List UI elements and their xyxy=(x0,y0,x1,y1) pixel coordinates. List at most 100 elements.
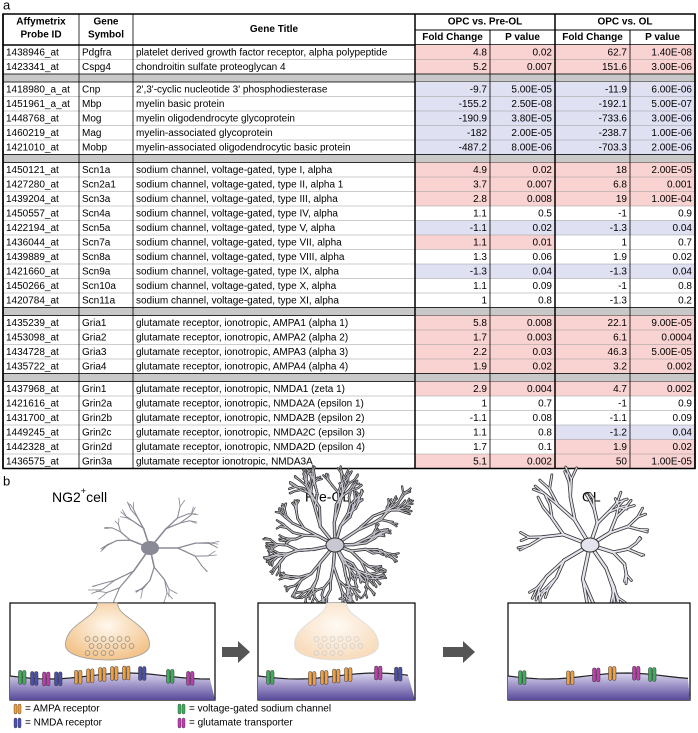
process xyxy=(286,527,294,534)
cell: 8.00E-06 xyxy=(511,142,552,153)
cell: -703.3 xyxy=(599,142,628,153)
process xyxy=(351,484,356,491)
cell: 1421616_at xyxy=(6,398,59,409)
process xyxy=(352,481,356,486)
process xyxy=(282,510,286,518)
process xyxy=(354,480,358,486)
cell: myelin oligodendrocyte glycoprotein xyxy=(136,113,295,124)
cell: 1448768_at xyxy=(6,113,59,124)
cell: 1.9 xyxy=(613,442,627,453)
process xyxy=(398,509,406,513)
process xyxy=(618,504,629,509)
cell: 6.8 xyxy=(613,179,627,190)
process xyxy=(345,476,349,483)
process xyxy=(316,478,323,481)
process xyxy=(349,574,351,582)
cell: 2.9 xyxy=(473,384,487,395)
process xyxy=(401,486,404,494)
process xyxy=(519,544,530,551)
group-separator xyxy=(2,154,696,163)
cell-highlight xyxy=(415,191,555,206)
process xyxy=(180,520,191,524)
diagram: NG2+cell Pre-OL OL = AMPA receptor= volt… xyxy=(9,464,691,729)
process xyxy=(342,561,357,571)
process xyxy=(281,505,284,512)
process xyxy=(179,499,186,508)
process xyxy=(283,572,286,577)
process xyxy=(314,506,321,528)
process xyxy=(294,484,302,491)
channel xyxy=(344,667,349,682)
cell-highlight xyxy=(555,454,695,469)
channel xyxy=(522,670,527,685)
process xyxy=(360,560,370,567)
process xyxy=(347,479,356,485)
cell-highlight xyxy=(555,220,695,235)
cell: 0.02 xyxy=(533,47,553,58)
process xyxy=(354,575,356,584)
cell: 1.1 xyxy=(473,237,487,248)
process xyxy=(296,500,300,506)
cell-highlight xyxy=(415,59,555,74)
process xyxy=(106,539,118,547)
cell: 18 xyxy=(616,165,628,176)
process xyxy=(342,483,349,493)
channel xyxy=(98,667,103,682)
process xyxy=(295,595,301,599)
cell-highlight xyxy=(555,111,695,126)
process xyxy=(340,469,344,476)
process xyxy=(177,542,196,549)
process xyxy=(375,523,379,529)
cell: 2.00E-06 xyxy=(651,142,692,153)
process xyxy=(605,567,614,589)
process xyxy=(285,586,291,590)
cell: 0.9 xyxy=(678,398,692,409)
process xyxy=(360,489,363,495)
vesicle xyxy=(92,636,99,642)
cell-highlight xyxy=(415,140,555,155)
process xyxy=(311,596,315,603)
process xyxy=(380,512,387,521)
process xyxy=(385,530,391,533)
channel xyxy=(270,670,275,685)
process xyxy=(535,589,540,601)
vesicle xyxy=(96,643,103,649)
cell: 1.7 xyxy=(473,332,487,343)
process xyxy=(314,492,318,509)
cell-highlight xyxy=(555,344,695,359)
vesicle xyxy=(349,643,356,649)
channel xyxy=(632,665,637,681)
channel xyxy=(142,666,147,681)
process xyxy=(313,596,319,603)
process xyxy=(358,497,361,503)
process xyxy=(281,577,286,580)
process xyxy=(269,561,274,566)
cell: 0.1 xyxy=(538,442,552,453)
process xyxy=(342,474,346,483)
cell: glutamate receptor, ionotropic, NMDA2C (… xyxy=(136,427,365,438)
cell: 1438946_at xyxy=(6,47,59,58)
cell: Grin3a xyxy=(82,456,112,467)
process xyxy=(376,548,385,553)
process xyxy=(291,522,305,529)
process xyxy=(386,552,394,555)
process xyxy=(201,565,208,572)
process xyxy=(302,469,307,476)
process xyxy=(305,594,307,602)
process xyxy=(207,542,219,545)
cell: 2.00E-05 xyxy=(511,128,552,139)
process xyxy=(406,500,414,505)
process xyxy=(384,528,389,532)
cell: 0.008 xyxy=(527,318,552,329)
process xyxy=(299,479,307,486)
header: Fold Change xyxy=(562,32,623,43)
process xyxy=(386,509,400,512)
process xyxy=(316,587,325,591)
process xyxy=(164,579,170,590)
process xyxy=(616,498,628,504)
header: Gene Title xyxy=(250,24,299,35)
process xyxy=(356,588,360,593)
process xyxy=(279,575,285,578)
process xyxy=(295,501,298,507)
